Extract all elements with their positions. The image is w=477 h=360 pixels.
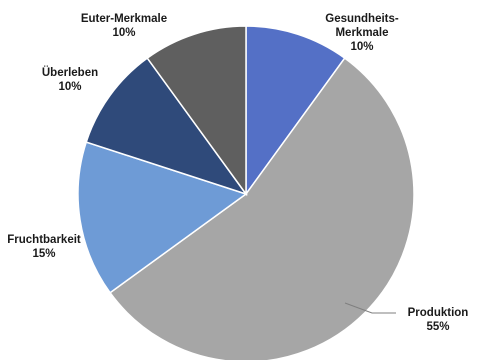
slice-category-label: Merkmale [335, 27, 388, 39]
slice-value-label: 55% [426, 321, 449, 333]
slice-label-3: Überleben 10% [42, 66, 98, 93]
pie-slice-4 [146, 25, 247, 197]
slice-category-label: Euter-Merkmale [81, 13, 167, 25]
slice-label-2: Fruchtbarkeit 15% [7, 234, 81, 260]
pie-slice-2 [77, 141, 248, 294]
pie-slice-3 [85, 57, 248, 196]
slice-label-0: Gesundheits- Merkmale 10% [325, 13, 399, 53]
pie-slice-1 [109, 57, 415, 360]
slice-value-label: 15% [32, 248, 55, 260]
slice-value-label: 10% [350, 41, 373, 53]
slice-category-label: Überleben [42, 66, 98, 79]
pie-slice-0 [245, 25, 346, 197]
slice-category-label: Gesundheits- [325, 13, 399, 25]
leader-line-1 [344, 302, 396, 314]
slice-value-label: 10% [112, 27, 135, 39]
slice-category-label: Produktion [408, 307, 469, 319]
slice-label-4: Euter-Merkmale 10% [81, 13, 167, 39]
slice-value-label: 10% [58, 81, 81, 93]
slice-category-label: Fruchtbarkeit [7, 234, 81, 246]
slice-label-1: Produktion 55% [408, 307, 469, 333]
